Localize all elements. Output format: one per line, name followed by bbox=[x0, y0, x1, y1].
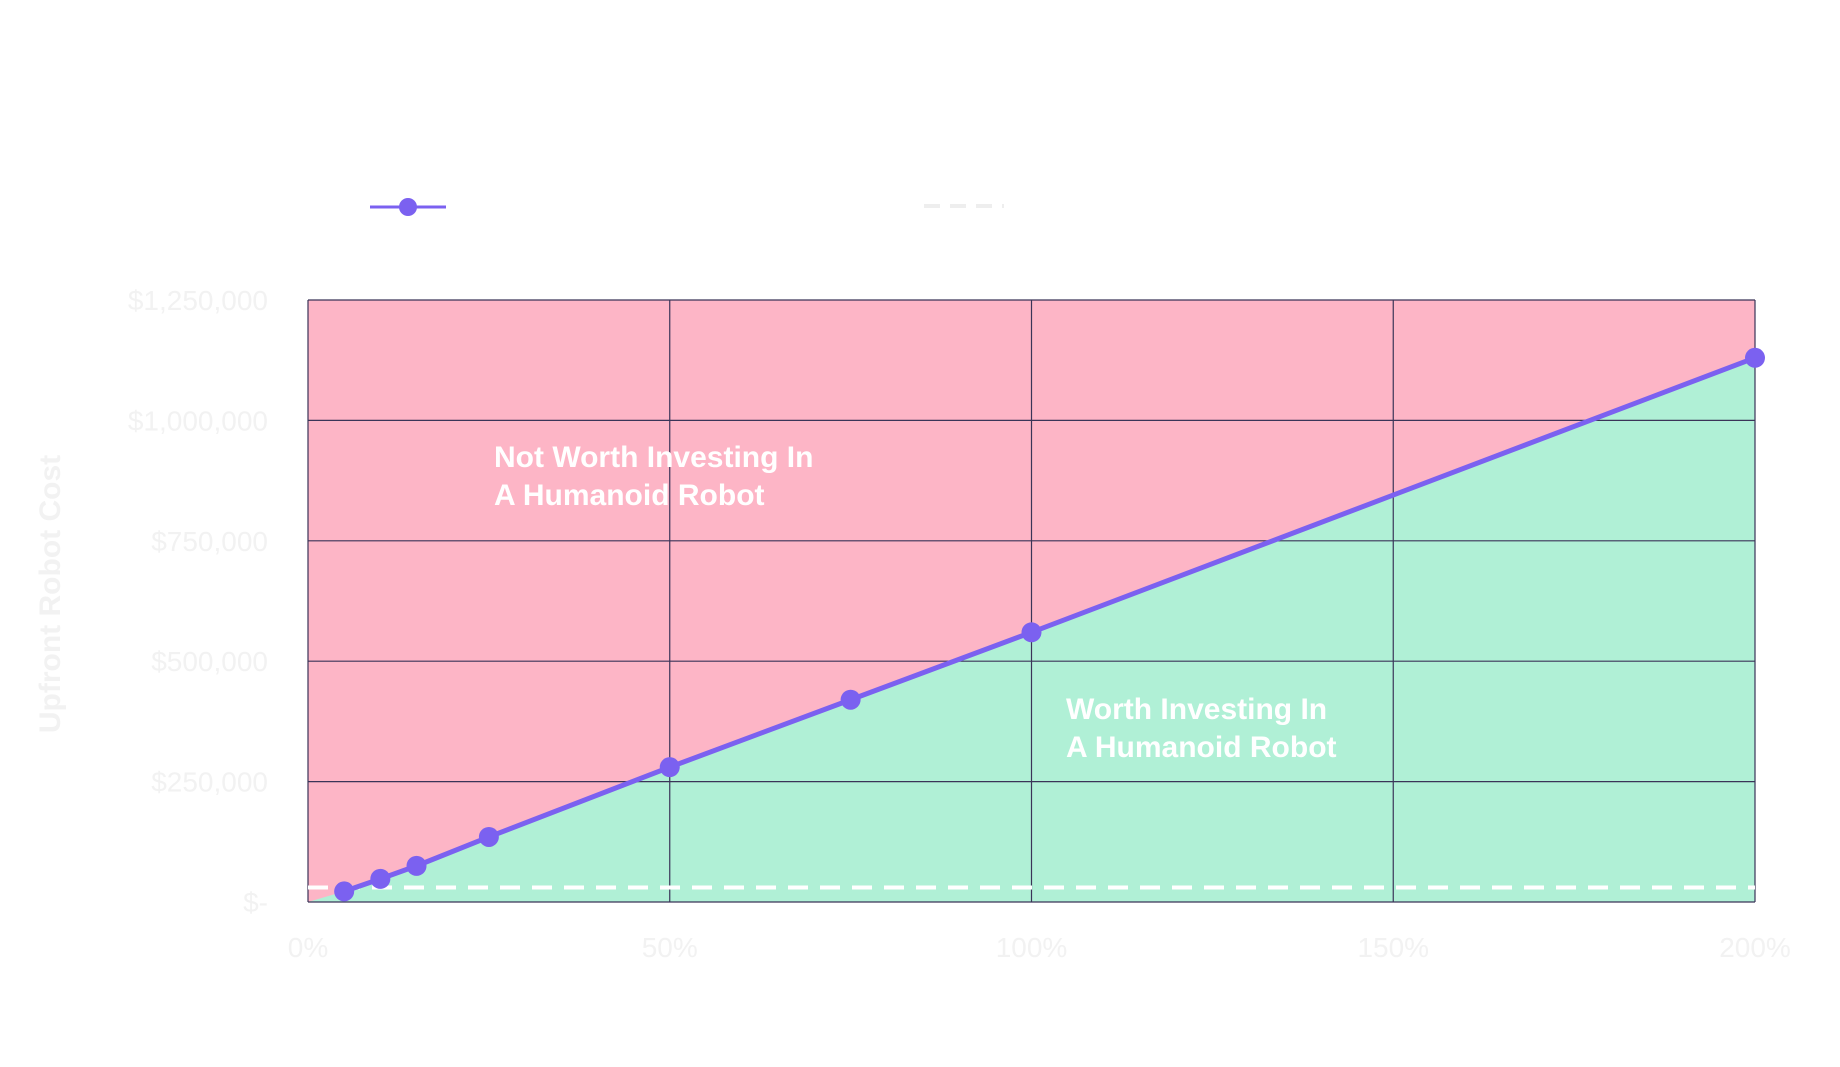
x-tick-label: 50% bbox=[642, 932, 698, 963]
y-tick-label: $750,000 bbox=[151, 526, 268, 557]
series-point bbox=[370, 868, 391, 889]
series-point bbox=[1745, 347, 1765, 368]
legend-marker-swatch bbox=[399, 198, 417, 216]
y-axis-title: Upfront Robot Cost bbox=[34, 455, 67, 733]
grid-layer bbox=[307, 299, 1756, 903]
series-layer bbox=[334, 347, 1765, 902]
y-tick-label: $- bbox=[243, 887, 268, 918]
ticks-layer: $- $250,000 $500,000 $750,000 $1,000,000 $1,2… bbox=[128, 285, 1791, 963]
series-point bbox=[406, 855, 427, 876]
series-point bbox=[659, 757, 680, 778]
region-label-above-line1: Not Worth Investing In bbox=[494, 441, 813, 474]
y-tick-label: $250,000 bbox=[151, 767, 268, 798]
series-point bbox=[1021, 622, 1042, 643]
x-tick-label: 150% bbox=[1357, 932, 1429, 963]
series-point bbox=[840, 689, 861, 710]
y-tick-label: $1,000,000 bbox=[128, 405, 268, 436]
y-tick-label: $500,000 bbox=[151, 646, 268, 677]
legend bbox=[370, 198, 1004, 216]
x-tick-label: 100% bbox=[996, 932, 1068, 963]
x-tick-label: 0% bbox=[288, 932, 328, 963]
region-label-below-line2: A Humanoid Robot bbox=[1066, 731, 1337, 764]
region-label-below-line1: Worth Investing In bbox=[1066, 693, 1327, 726]
series-point bbox=[334, 881, 355, 902]
y-tick-label: $1,250,000 bbox=[128, 285, 268, 316]
region-labels-layer: Not Worth Investing In A Humanoid Robot … bbox=[494, 441, 1337, 764]
x-tick-label: 200% bbox=[1719, 932, 1791, 963]
series-point bbox=[478, 826, 499, 847]
region-label-above-line2: A Humanoid Robot bbox=[494, 479, 765, 512]
